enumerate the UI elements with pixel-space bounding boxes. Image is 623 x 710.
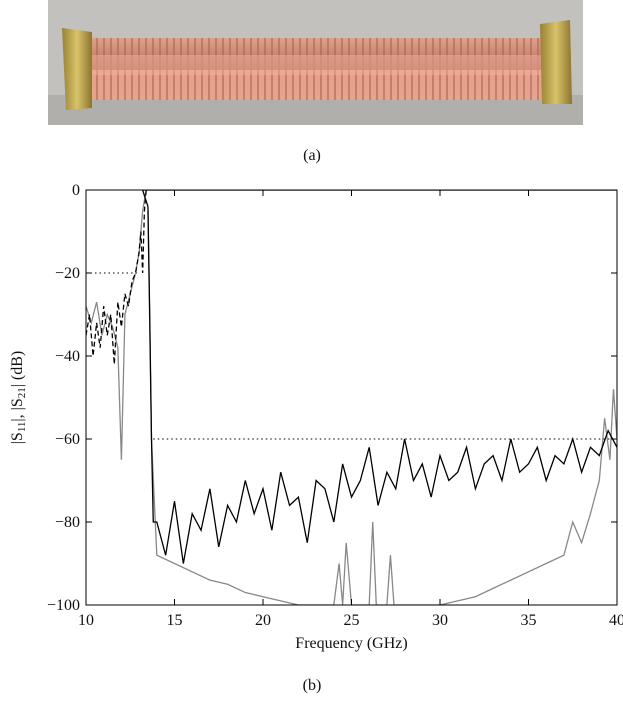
y-axis-label-part: |, |S bbox=[9, 398, 26, 421]
y-tick-label: −60 bbox=[55, 431, 80, 448]
flange-right bbox=[540, 20, 572, 104]
x-tick-label: 15 bbox=[167, 612, 183, 629]
x-tick-label: 20 bbox=[255, 612, 271, 629]
chart-caption: (b) bbox=[303, 677, 322, 694]
x-tick-label: 10 bbox=[78, 612, 94, 629]
flange-left bbox=[62, 28, 92, 110]
photo bbox=[48, 0, 583, 125]
x-tick-label: 35 bbox=[521, 612, 537, 629]
series-line bbox=[86, 190, 147, 365]
y-tick-label: −20 bbox=[55, 265, 80, 282]
y-axis-label-part: | (dB) bbox=[9, 351, 26, 388]
y-tick-label: −40 bbox=[55, 348, 80, 365]
chart: 10 15 20 25 30 35 40 −100 −80 −60 −40 −20 0 Frequency… bbox=[9, 182, 623, 694]
y-axis-label-part: |S bbox=[9, 432, 26, 444]
y-axis-label: |S11|, |S21| (dB) bbox=[9, 351, 28, 445]
x-tick-label: 30 bbox=[432, 612, 448, 629]
waveguide-highlight bbox=[88, 55, 548, 75]
y-axis-label-subscript: 11 bbox=[16, 422, 28, 433]
x-tick-label: 40 bbox=[609, 612, 623, 629]
y-tick-label: −100 bbox=[47, 597, 80, 614]
series-line bbox=[142, 190, 617, 564]
x-axis-label: Frequency (GHz) bbox=[295, 635, 407, 652]
y-tick-label: −80 bbox=[55, 514, 80, 531]
plot-frame bbox=[85, 189, 618, 606]
y-tick-label: 0 bbox=[72, 182, 80, 199]
series-line bbox=[86, 190, 617, 460]
y-axis-label-subscript: 21 bbox=[16, 387, 28, 398]
x-tick-label: 25 bbox=[344, 612, 360, 629]
photo-caption: (a) bbox=[303, 147, 321, 164]
series-line bbox=[147, 210, 617, 605]
